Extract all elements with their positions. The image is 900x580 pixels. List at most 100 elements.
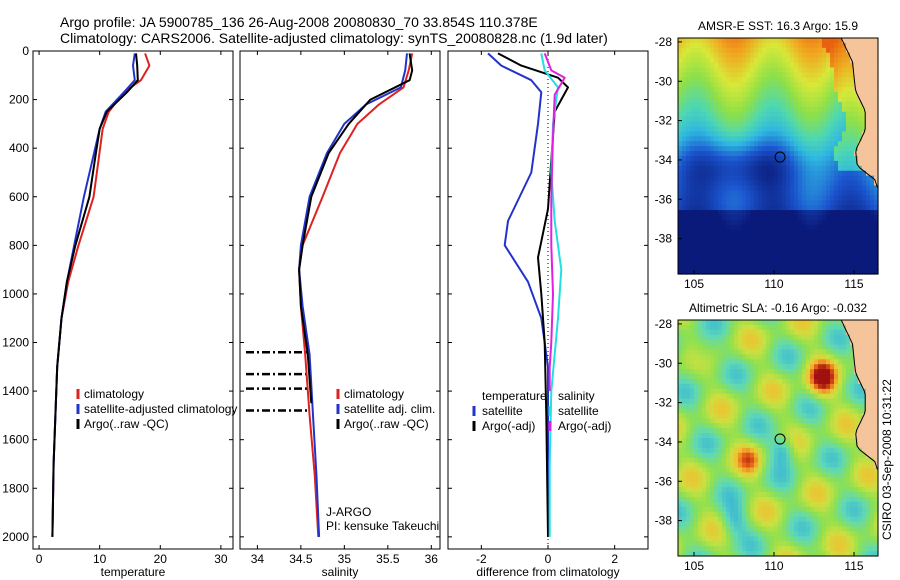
map-cell bbox=[762, 156, 767, 162]
map-cell bbox=[862, 383, 867, 390]
map-cell bbox=[806, 52, 811, 59]
map-cell bbox=[842, 329, 847, 336]
map-cell bbox=[698, 151, 703, 157]
map-cell bbox=[802, 369, 807, 375]
map-cell bbox=[774, 116, 779, 123]
map-cell bbox=[722, 379, 727, 385]
map-cell bbox=[702, 442, 707, 449]
map-cell bbox=[838, 47, 843, 54]
map-cell bbox=[762, 433, 767, 439]
map-cell bbox=[722, 111, 727, 118]
map-cell bbox=[722, 131, 727, 137]
map-cell bbox=[746, 200, 751, 206]
map-cell bbox=[790, 531, 795, 537]
map-cell bbox=[734, 472, 739, 478]
map-cell bbox=[806, 92, 811, 98]
map-cell bbox=[746, 452, 751, 459]
map-cell bbox=[746, 224, 751, 231]
map-cell bbox=[798, 190, 803, 196]
map-cell bbox=[778, 521, 783, 528]
map-cell bbox=[794, 82, 799, 88]
map-cell bbox=[814, 492, 819, 498]
map-cell bbox=[762, 349, 767, 356]
map-cell bbox=[758, 546, 763, 552]
map-cell bbox=[806, 349, 811, 356]
map-cell bbox=[690, 234, 695, 241]
map-cell bbox=[798, 403, 803, 410]
map-cell bbox=[694, 492, 699, 498]
map-cell bbox=[866, 126, 871, 133]
map-cell bbox=[762, 170, 767, 177]
map-cell bbox=[806, 388, 811, 395]
map-cell bbox=[810, 428, 815, 434]
map-cell bbox=[722, 526, 727, 533]
map-cell bbox=[866, 438, 871, 444]
map-cell bbox=[774, 185, 779, 192]
map-cell bbox=[814, 259, 819, 265]
map-cell bbox=[794, 106, 799, 113]
map-cell bbox=[718, 92, 723, 98]
map-cell bbox=[718, 234, 723, 241]
map-cell bbox=[794, 97, 799, 103]
map-cell bbox=[778, 106, 783, 113]
map-cell bbox=[846, 249, 851, 255]
map-cell bbox=[742, 398, 747, 405]
map-cell bbox=[706, 234, 711, 241]
map-cell bbox=[830, 92, 835, 98]
map-cell bbox=[730, 165, 735, 172]
map-cell bbox=[842, 170, 847, 177]
map-cell bbox=[858, 234, 863, 241]
map-cell bbox=[838, 482, 843, 488]
map-cell bbox=[770, 244, 775, 251]
map-cell bbox=[854, 408, 859, 415]
map-cell bbox=[806, 472, 811, 478]
map-cell bbox=[826, 254, 831, 260]
map-cell bbox=[874, 47, 879, 54]
map-cell bbox=[850, 249, 855, 255]
map-cell bbox=[798, 62, 803, 69]
map-cell bbox=[798, 428, 803, 434]
map-cell bbox=[702, 92, 707, 98]
map-cell bbox=[758, 383, 763, 390]
map-cell bbox=[790, 121, 795, 128]
map-cell bbox=[858, 467, 863, 474]
map-cell bbox=[702, 210, 707, 216]
map-cell bbox=[742, 497, 747, 503]
map-cell bbox=[806, 442, 811, 449]
map-cell bbox=[706, 359, 711, 365]
map-cell bbox=[834, 452, 839, 459]
map-cell bbox=[794, 497, 799, 503]
map-cell bbox=[858, 180, 863, 187]
map-cell bbox=[682, 77, 687, 83]
map-cell bbox=[862, 259, 867, 265]
map-cell bbox=[814, 136, 819, 142]
map-cell bbox=[870, 87, 875, 93]
map-cell bbox=[778, 210, 783, 216]
map-cell bbox=[778, 364, 783, 370]
map-cell bbox=[722, 482, 727, 488]
map-cell bbox=[854, 467, 859, 474]
map-cell bbox=[718, 82, 723, 88]
map-cell bbox=[850, 165, 855, 172]
map-cell bbox=[826, 344, 831, 351]
map-cell bbox=[862, 136, 867, 142]
map-cell bbox=[822, 408, 827, 415]
map-cell bbox=[706, 244, 711, 251]
map-cell bbox=[870, 388, 875, 395]
map-cell bbox=[838, 393, 843, 400]
map-cell bbox=[862, 151, 867, 157]
map-cell bbox=[730, 72, 735, 78]
map-cell bbox=[714, 175, 719, 182]
map-cell bbox=[694, 72, 699, 78]
map-cell bbox=[778, 393, 783, 400]
map-cell bbox=[850, 106, 855, 113]
map-cell bbox=[850, 87, 855, 93]
map-cell bbox=[790, 52, 795, 59]
map-cell bbox=[738, 264, 743, 270]
map-cell bbox=[758, 97, 763, 103]
map-cell bbox=[726, 438, 731, 444]
map-cell bbox=[762, 551, 767, 557]
map-cell bbox=[866, 47, 871, 54]
map-cell bbox=[870, 165, 875, 172]
map-cell bbox=[802, 97, 807, 103]
